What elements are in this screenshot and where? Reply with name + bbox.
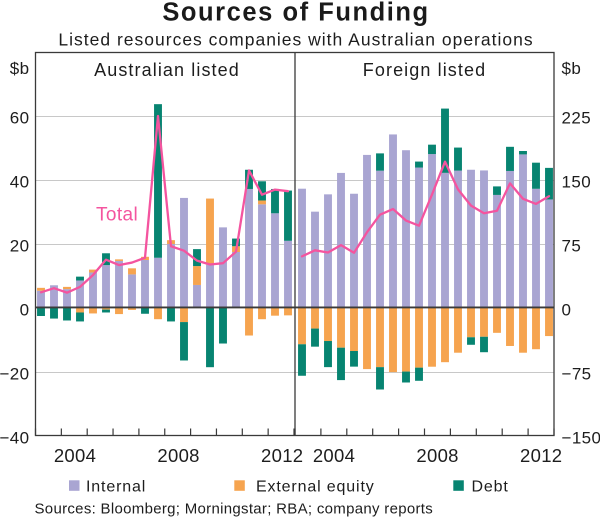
svg-text:2008: 2008 <box>416 445 458 466</box>
svg-text:2012: 2012 <box>520 445 562 466</box>
svg-text:−75: −75 <box>562 365 592 384</box>
svg-text:$b: $b <box>10 59 30 78</box>
svg-text:Sources of Funding: Sources of Funding <box>162 0 429 27</box>
svg-text:Total: Total <box>96 205 138 226</box>
svg-text:2004: 2004 <box>54 445 96 466</box>
svg-text:Debt: Debt <box>472 479 509 496</box>
svg-text:60: 60 <box>10 109 30 128</box>
svg-text:75: 75 <box>562 237 582 256</box>
svg-text:Listed resources companies wit: Listed resources companies with Australi… <box>58 30 533 50</box>
svg-text:$b: $b <box>562 59 582 78</box>
svg-text:40: 40 <box>10 173 30 192</box>
svg-text:2012: 2012 <box>261 445 303 466</box>
svg-text:150: 150 <box>562 173 592 192</box>
svg-text:2008: 2008 <box>157 445 199 466</box>
svg-text:20: 20 <box>10 237 30 256</box>
svg-text:External equity: External equity <box>256 479 375 496</box>
svg-text:225: 225 <box>562 109 592 128</box>
svg-text:0: 0 <box>20 301 30 320</box>
svg-text:−40: −40 <box>0 429 30 448</box>
svg-text:Foreign listed: Foreign listed <box>363 60 486 80</box>
svg-text:Australian listed: Australian listed <box>94 60 240 80</box>
svg-text:−150: −150 <box>562 429 600 448</box>
svg-text:0: 0 <box>562 301 572 320</box>
svg-text:Internal: Internal <box>86 479 146 496</box>
svg-text:Sources: Bloomberg; Morningsta: Sources: Bloomberg; Morningstar; RBA; co… <box>35 501 434 518</box>
svg-text:−20: −20 <box>0 365 30 384</box>
svg-text:2004: 2004 <box>313 445 355 466</box>
